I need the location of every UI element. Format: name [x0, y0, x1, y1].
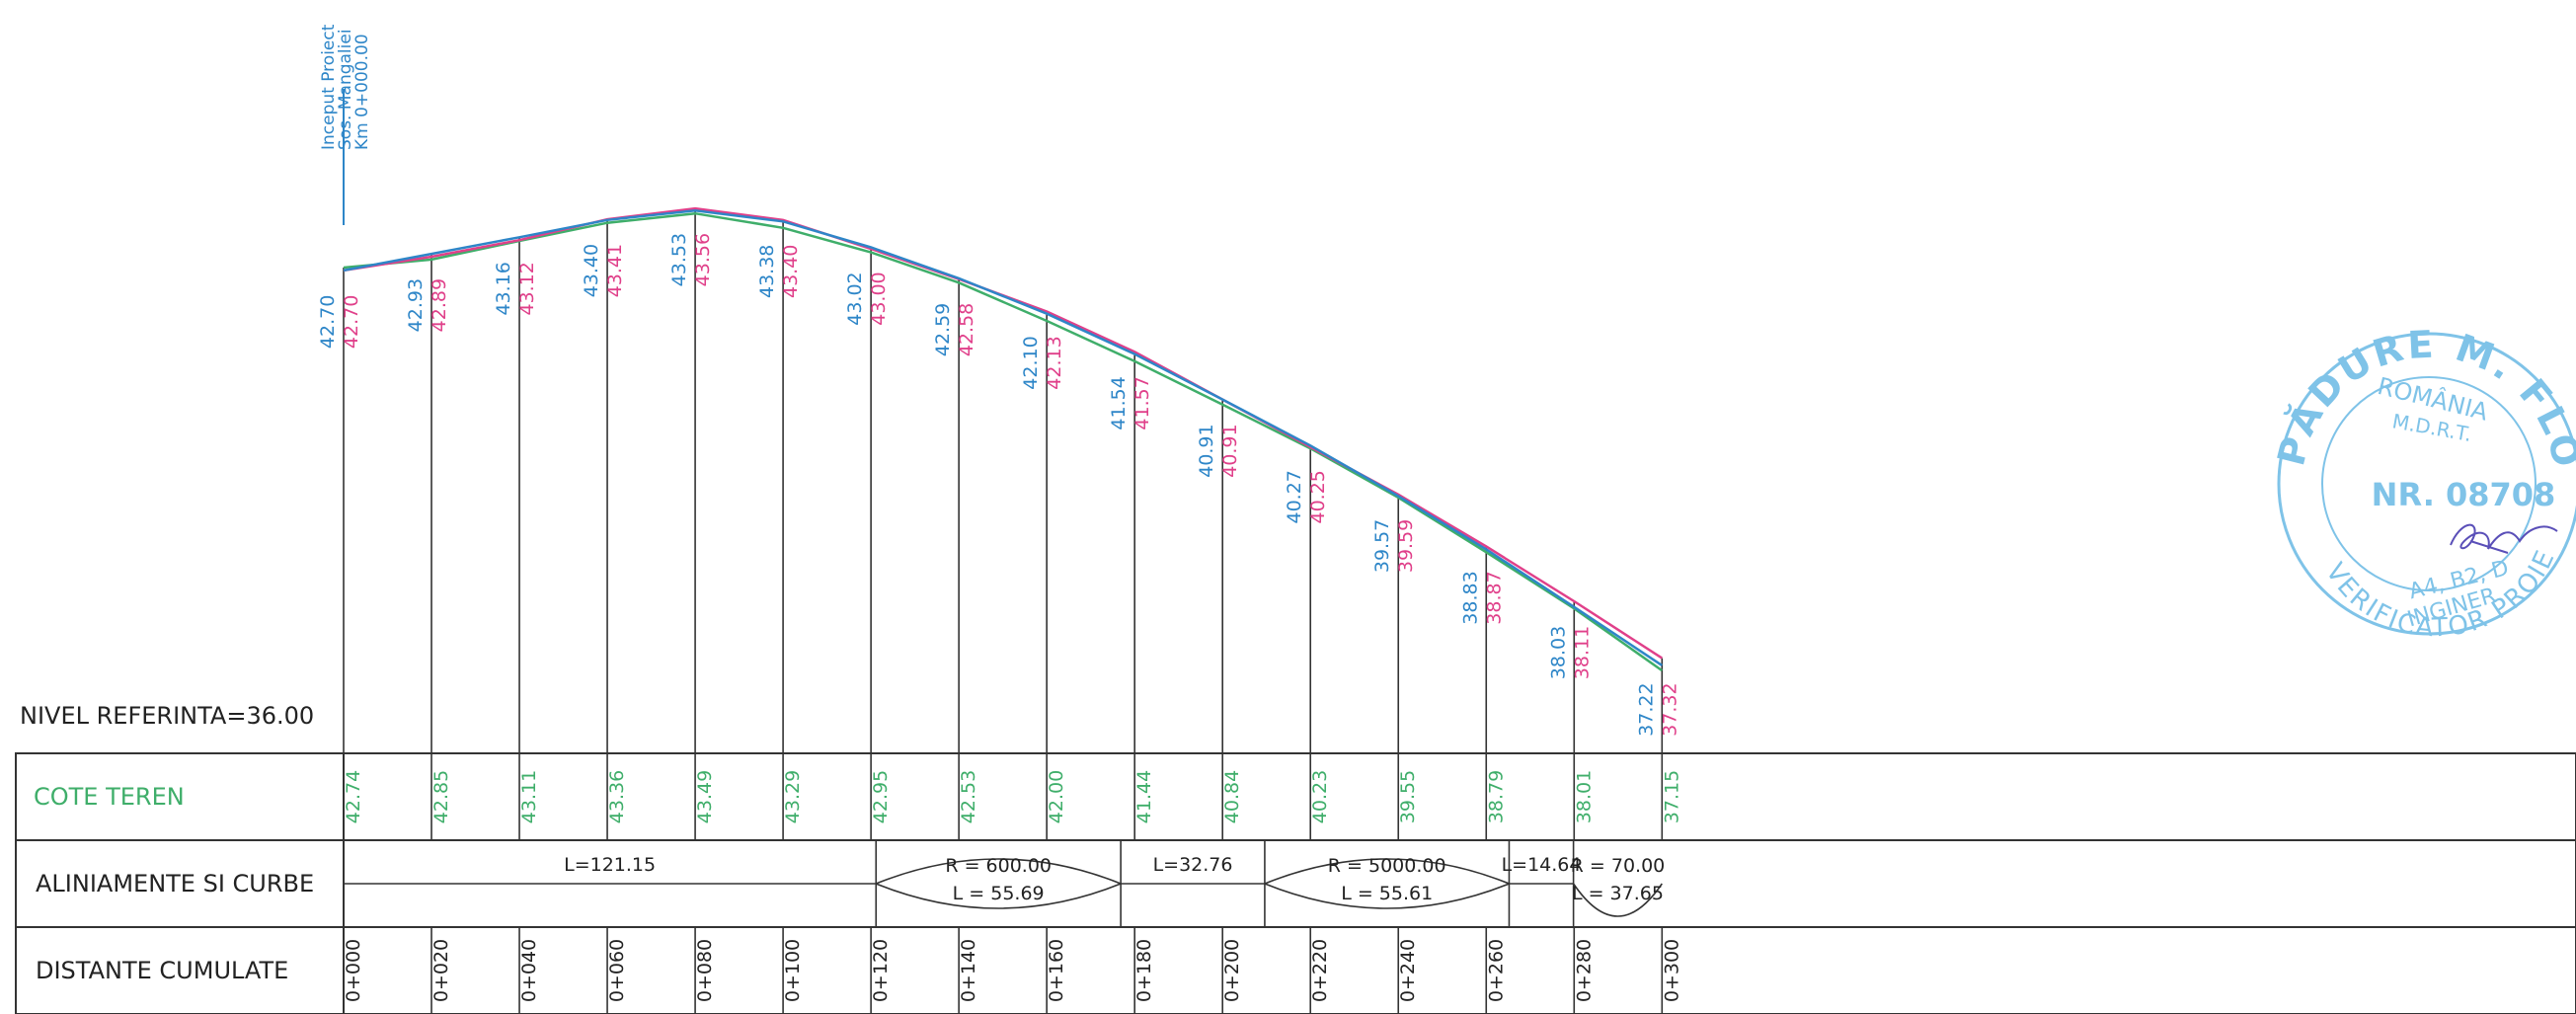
row-label-alignments: ALINIAMENTE SI CURBE [36, 870, 314, 897]
cumulative-distance-cell: 0+220 [1309, 939, 1331, 1002]
ground-elevation-cell: 39.55 [1397, 770, 1419, 823]
start-label-line2: Sos. Mangaliei [336, 29, 355, 150]
red-elevation-label: 43.12 [516, 262, 538, 315]
table-cells: 42.74 0+000 42.85 0+020 43.11 0+040 43.36 0+060… [343, 753, 1682, 1014]
start-label-line1: Inceput Proiect [319, 24, 339, 150]
curve-length-label: L = 55.61 [1341, 883, 1433, 904]
red-elevation-label: 38.87 [1483, 571, 1505, 624]
cumulative-distance-cell: 0+160 [1046, 939, 1067, 1002]
stamp-outer-ring [2277, 332, 2576, 636]
red-elevation-label: 43.40 [780, 245, 802, 298]
ground-elevation-cell: 43.49 [694, 770, 716, 823]
verifier-stamp: PĂDURE M. FLORIN VERIFICATOR PROIECTE RO… [0, 0, 2576, 643]
profile-lines [343, 206, 1664, 672]
design-elevation-label: 40.91 [1196, 424, 1217, 477]
signature-scribble [2450, 523, 2558, 554]
ground-elevation-cell: 38.01 [1573, 770, 1595, 823]
terrain-line [343, 211, 1664, 672]
row-label-ground: COTE TEREN [34, 783, 185, 811]
design-line [343, 209, 1663, 666]
design-elevation-label: 43.02 [844, 272, 866, 325]
ground-elevation-cell: 41.44 [1133, 770, 1155, 823]
design-elevation-label: 38.83 [1459, 571, 1481, 624]
row-label-distances: DISTANTE CUMULATE [36, 957, 288, 984]
design-elevation-label: 42.70 [317, 295, 339, 349]
red-elevation-label: 40.91 [1219, 424, 1241, 477]
red-elevation-label: 40.25 [1307, 470, 1329, 523]
red-elevation-label: 42.89 [429, 278, 450, 332]
ground-elevation-cell: 43.29 [782, 770, 804, 823]
design-elevation-label: 41.54 [1108, 376, 1130, 429]
design-elevation-label: 40.27 [1284, 470, 1305, 523]
cumulative-distance-cell: 0+300 [1661, 939, 1682, 1002]
ground-elevation-cell: 42.85 [430, 770, 452, 823]
curve-length-label: L = 55.69 [953, 883, 1045, 904]
tangent-length-label: L=32.76 [1153, 854, 1233, 876]
red-elevation-label: 43.00 [868, 272, 890, 325]
cumulative-distance-cell: 0+000 [343, 939, 364, 1002]
ground-elevation-cell: 40.23 [1309, 770, 1331, 823]
red-elevation-label: 38.11 [1571, 626, 1593, 679]
red-elevation-label: 39.59 [1395, 519, 1417, 573]
red-elevation-label: 42.13 [1044, 336, 1065, 389]
red-elevation-label: 42.58 [956, 303, 977, 356]
stamp-name: PĂDURE M. FLORIN [0, 0, 2576, 474]
stamp-number: NR. 08708 [2372, 476, 2556, 513]
ground-elevation-cell: 40.84 [1221, 770, 1243, 823]
design-elevation-label: 43.40 [581, 244, 602, 297]
design-elevation-label: 43.53 [668, 233, 690, 286]
design-elevation-label: 42.10 [1020, 336, 1042, 389]
ground-elevation-cell: 37.15 [1661, 770, 1682, 823]
elevation-labels: 42.70 42.70 42.93 42.89 43.16 43.12 43.40 43.41… [317, 233, 1680, 737]
stamp-role: VERIFICATOR PROIECTE [0, 0, 2559, 643]
cumulative-distance-cell: 0+180 [1133, 939, 1155, 1002]
reference-level-label: NIVEL REFERINTA=36.00 [20, 702, 314, 730]
design-elevation-label: 42.59 [932, 303, 954, 356]
cumulative-distance-cell: 0+240 [1397, 939, 1419, 1002]
cumulative-distance-cell: 0+280 [1573, 939, 1595, 1002]
red-elevation-label: 43.41 [604, 244, 626, 297]
cumulative-distance-cell: 0+120 [870, 939, 892, 1002]
ground-elevation-cell: 43.11 [518, 770, 540, 823]
ground-elevation-cell: 42.95 [870, 770, 892, 823]
design-elevation-label: 42.93 [405, 278, 427, 332]
ground-elevation-cell: 42.53 [958, 770, 979, 823]
station-verticals [343, 208, 1664, 753]
tangent-length-label: L=121.15 [564, 854, 656, 876]
cumulative-distance-cell: 0+060 [606, 939, 628, 1002]
curve-symbol [1572, 883, 1663, 917]
stamp-inner-ring [2321, 376, 2537, 591]
tangent-length-label: L=14.64 [1502, 854, 1582, 876]
red-elevation-label: 43.56 [692, 233, 714, 286]
ground-elevation-cell: 42.00 [1046, 770, 1067, 823]
cumulative-distance-cell: 0+020 [430, 939, 452, 1002]
cumulative-distance-cell: 0+040 [518, 939, 540, 1002]
curve-length-label: L = 37.65 [1572, 883, 1664, 904]
cumulative-distance-cell: 0+200 [1221, 939, 1243, 1002]
design-elevation-label: 43.38 [756, 245, 778, 298]
alignment-row: L=121.15 R = 600.00 L = 55.69 L=32.76 R = 50… [344, 840, 1665, 927]
cumulative-distance-cell: 0+100 [782, 939, 804, 1002]
red-elevation-label: 37.32 [1659, 682, 1680, 736]
start-label-line3: Km 0+000.00 [352, 34, 372, 150]
curve-radius-label: R = 5000.00 [1328, 855, 1446, 877]
design-elevation-label: 37.22 [1635, 682, 1657, 736]
cumulative-distance-cell: 0+260 [1485, 939, 1507, 1002]
ground-elevation-cell: 42.74 [343, 770, 364, 823]
cumulative-distance-cell: 0+140 [958, 939, 979, 1002]
curve-radius-label: R = 600.00 [945, 855, 1052, 877]
red-elevation-label: 41.57 [1132, 376, 1153, 429]
red-elevation-label: 42.70 [341, 295, 362, 349]
design-elevation-label: 38.03 [1547, 626, 1569, 679]
cumulative-distance-cell: 0+080 [694, 939, 716, 1002]
design-elevation-label: 43.16 [493, 262, 514, 315]
ground-elevation-cell: 38.79 [1485, 770, 1507, 823]
ground-elevation-cell: 43.36 [606, 770, 628, 823]
table-frame [15, 752, 2576, 1014]
curve-radius-label: R = 70.00 [1571, 855, 1666, 877]
design-elevation-label: 39.57 [1371, 519, 1393, 573]
